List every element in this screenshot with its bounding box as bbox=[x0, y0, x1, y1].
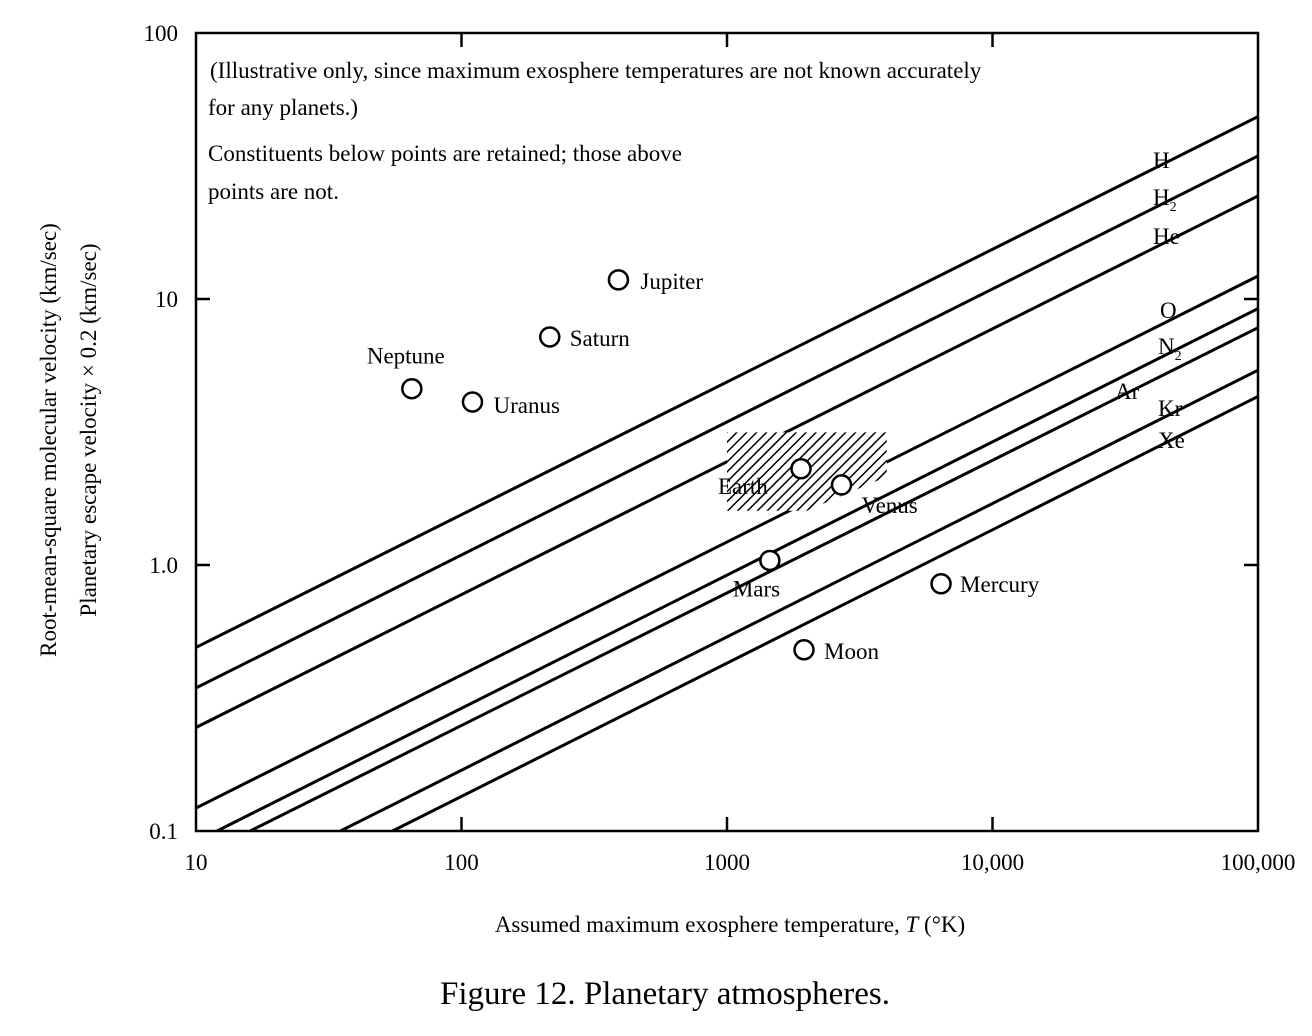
planet-saturn-marker bbox=[539, 326, 561, 348]
series-h-line bbox=[196, 115, 1258, 649]
planet-venus-marker bbox=[830, 474, 853, 496]
x-tick-label: 10,000 bbox=[961, 850, 1024, 875]
series-o-label: O bbox=[1160, 298, 1177, 323]
y-axis-title-line-2: Planetary escape velocity × 0.2 (km/sec) bbox=[76, 243, 101, 616]
note-line: for any planets.) bbox=[208, 95, 358, 120]
series-n2-line bbox=[216, 307, 1258, 831]
plot-frame bbox=[194, 31, 1260, 833]
planet-mars-marker bbox=[759, 549, 781, 572]
x-axis-title-unit: (°K) bbox=[918, 912, 965, 937]
x-tick-label: 100,000 bbox=[1221, 850, 1296, 875]
x-axis-title: Assumed maximum exosphere temperature, T… bbox=[495, 912, 965, 937]
planet-mercury-label: Mercury bbox=[960, 572, 1040, 597]
y-tick-label: 0.1 bbox=[149, 819, 178, 844]
series-ar-label: Ar bbox=[1115, 379, 1140, 404]
planet-earth-marker bbox=[790, 458, 812, 480]
series-o-line bbox=[196, 274, 1258, 810]
figure-caption: Figure 12. Planetary atmospheres. bbox=[440, 976, 890, 1012]
y-tick-label: 100 bbox=[144, 21, 179, 46]
planet-earth-label: Earth bbox=[718, 474, 768, 499]
note-line: Constituents below points are retained; … bbox=[208, 141, 682, 166]
series-kr-label: Kr bbox=[1158, 396, 1183, 421]
series-h-label: H bbox=[1153, 148, 1170, 173]
series-h2-line bbox=[196, 154, 1258, 690]
planet-jupiter-marker bbox=[607, 269, 630, 291]
planet-points: Jupiter Saturn Neptune Uranus Earth Venus Mars… bbox=[367, 269, 1040, 664]
note-line: (Illustrative only, since maximum exosph… bbox=[210, 58, 982, 83]
series-xe-label: Xe bbox=[1158, 428, 1185, 453]
series-n2-label: N2 bbox=[1158, 334, 1182, 364]
x-axis-title-var: T bbox=[906, 912, 921, 937]
x-tick-label: 1000 bbox=[704, 850, 750, 875]
note-line: points are not. bbox=[208, 179, 339, 204]
axis-ticks bbox=[196, 33, 1258, 831]
series-kr-line bbox=[339, 368, 1258, 831]
series-he-label: He bbox=[1153, 224, 1180, 249]
planet-venus-label: Venus bbox=[862, 493, 918, 518]
series-h2-label: H2 bbox=[1153, 185, 1177, 215]
y-axis-title-line-1: Root-mean-square molecular velocity (km/… bbox=[36, 223, 61, 657]
planet-uranus-marker bbox=[461, 391, 484, 413]
series-xe-line bbox=[391, 395, 1258, 831]
planet-neptune-label: Neptune bbox=[367, 344, 445, 369]
planet-moon-label: Moon bbox=[824, 639, 879, 664]
x-tick-label: 100 bbox=[444, 850, 479, 875]
series-ar-line bbox=[249, 326, 1258, 831]
planet-neptune-marker bbox=[401, 377, 423, 400]
y-tick-label: 10 bbox=[155, 287, 178, 312]
series-labels: H H2 He O N2 Ar Kr Xe bbox=[1115, 148, 1185, 453]
planet-mercury-marker bbox=[930, 573, 952, 595]
planet-jupiter-label: Jupiter bbox=[640, 269, 703, 294]
planet-saturn-label: Saturn bbox=[570, 326, 631, 351]
y-tick-label: 1.0 bbox=[149, 553, 178, 578]
tick-labels: 10 100 1000 10,000 100,000 0.1 1.0 10 100 bbox=[144, 21, 1296, 875]
planet-moon-marker bbox=[793, 639, 815, 661]
planet-uranus-label: Uranus bbox=[493, 393, 559, 418]
planet-mars-label: Mars bbox=[733, 576, 780, 601]
x-tick-label: 10 bbox=[185, 850, 208, 875]
x-axis-title-main: Assumed maximum exosphere temperature, bbox=[495, 912, 906, 937]
